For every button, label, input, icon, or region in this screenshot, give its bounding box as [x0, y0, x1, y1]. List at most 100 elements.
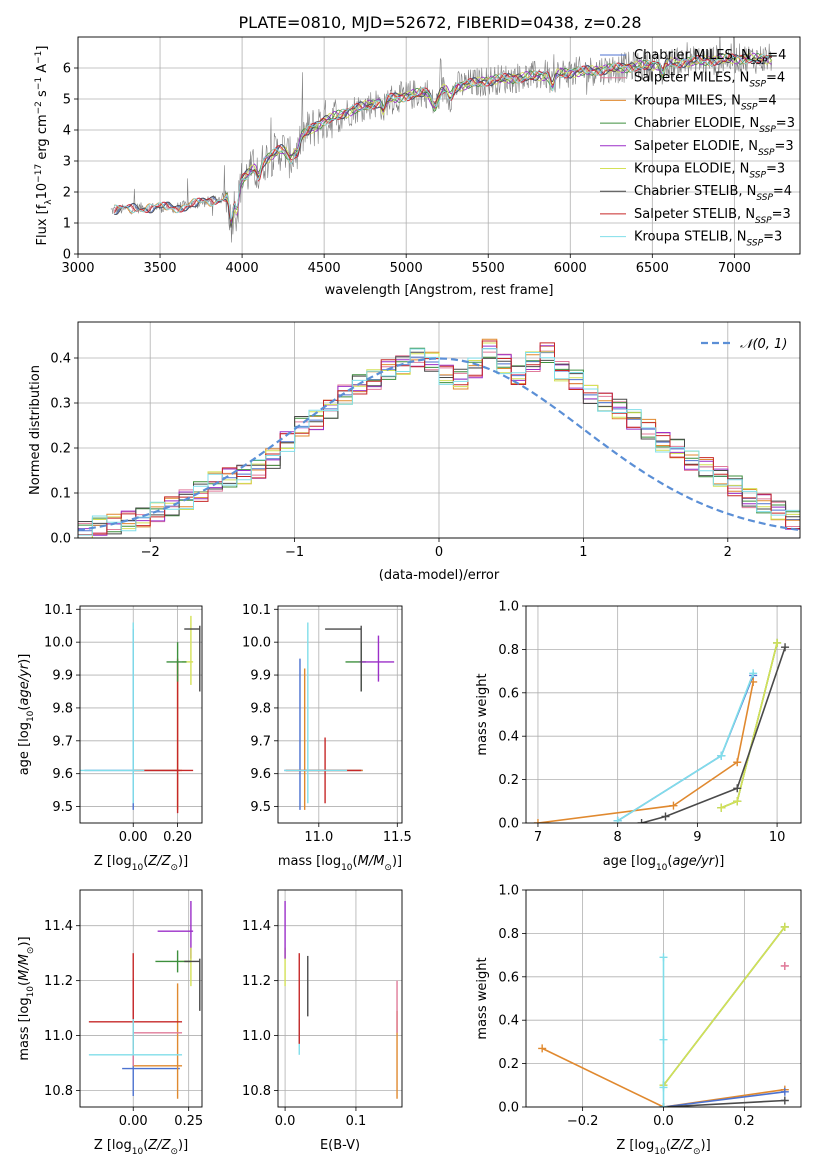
ticks: 3000 3500 4000 4500 5000 5500 6000 6500 7000 0 1 2 3… [61, 62, 750, 277]
series-line [662, 926, 786, 1086]
grid [80, 890, 202, 1107]
normal-curve [78, 357, 800, 532]
panel-spectrum: 3000 3500 4000 4500 5000 5500 6000 6500 7000 0 1 2 3… [34, 36, 801, 298]
label-part: =3 [776, 116, 795, 131]
y-tick-label: 11.2 [242, 974, 271, 989]
label-part: ] [35, 46, 50, 51]
label-part: ⊙ [26, 947, 36, 955]
series-line [617, 675, 754, 822]
label-part: A [35, 64, 50, 77]
x-tick-label: 1 [579, 545, 587, 560]
series-marker [733, 758, 742, 767]
series-marker [669, 801, 678, 810]
y-tick-label: 9.7 [250, 734, 271, 749]
x-tick-label: 0.00 [119, 1114, 148, 1129]
legend-entry: Kroupa ELODIE, NSSP=3 [634, 162, 785, 181]
x-axis-label: Z [log10(Z/Z⊙)] [94, 854, 188, 873]
series-marker [659, 1103, 668, 1107]
series-marker [717, 751, 726, 760]
label-part: Kroupa STELIB, N [634, 230, 747, 245]
y-tick-label: 9.7 [52, 734, 73, 749]
x-tick-label: 11.5 [383, 830, 412, 845]
label-part: E(B-V) [320, 1138, 360, 1153]
label-part: M/M [358, 854, 385, 869]
label-part: SSP [741, 102, 758, 112]
label-part: ⊙ [170, 863, 178, 873]
label-part: Chabrier MILES, N [634, 48, 751, 63]
label-part: ( [667, 854, 672, 869]
axes-frame [77, 321, 801, 539]
label-part: =3 [774, 139, 793, 154]
panel-age_vs_mass: 11.0 11.5 9.5 9.6 9.7 9.8 9.9 10.0 10.1 mass [log… [242, 603, 412, 873]
label-part: )] [392, 854, 402, 869]
label-part: M/M [17, 954, 32, 981]
series-marker [733, 797, 742, 806]
grid [80, 606, 202, 823]
series-marker [780, 1087, 789, 1096]
ticks: 0.0 0.1 10.8 11.0 11.2 11.4 [242, 919, 366, 1129]
y-tick-label: 0.1 [50, 487, 71, 502]
x-tick-label: 9 [693, 830, 701, 845]
plot-area [284, 900, 398, 1099]
ticks: −0.2 0.0 0.2 0.0 0.2 0.4 0.6 0.8 1.0 [498, 884, 754, 1130]
label-part: SSP [749, 80, 766, 90]
label-part: )] [17, 936, 32, 946]
axes-frame [277, 605, 403, 824]
label-part: ⊙ [170, 1147, 178, 1157]
y-tick-label: 11.0 [242, 1029, 271, 1044]
label-part: SSP [758, 148, 775, 158]
y-tick-label: 0.4 [498, 730, 519, 745]
label-part: Flux [f [35, 204, 50, 245]
label-part: 10 [26, 710, 36, 722]
label-part: Kroupa MILES, N [634, 93, 741, 108]
legend-entry: Chabrier STELIB, NSSP=4 [634, 184, 792, 203]
ticks: 11.0 11.5 9.5 9.6 9.7 9.8 9.9 10.0 10.1 [242, 603, 412, 845]
x-axis-label: age [log10(age/yr)] [603, 854, 725, 873]
y-tick-label: 9.9 [250, 669, 271, 684]
label-part: −1 [34, 51, 44, 64]
plot-area [88, 900, 201, 1099]
model-line [113, 53, 772, 222]
plot-area [533, 638, 790, 823]
label-part: Salpeter ELODIE, N [634, 139, 758, 154]
histogram-step [78, 348, 800, 538]
x-tick-label: 8 [614, 830, 622, 845]
y-tick-label: 0.4 [50, 352, 71, 367]
y-axis-label: mass weight [475, 673, 490, 755]
x-axis-label: wavelength [Angstrom, rest frame] [325, 283, 554, 298]
x-axis-label: E(B-V) [320, 1138, 360, 1153]
axes-frame [79, 605, 203, 824]
x-tick-label: 3000 [61, 261, 94, 276]
legend-entry: Salpeter MILES, NSSP=4 [634, 71, 785, 90]
legend-entry: Kroupa MILES, NSSP=4 [634, 93, 777, 112]
y-tick-label: 0.8 [498, 927, 519, 942]
x-tick-label: 0 [435, 545, 443, 560]
label-part: Chabrier STELIB, N [634, 184, 756, 199]
x-tick-label: −1 [285, 545, 304, 560]
label-part: age/yr [17, 662, 32, 705]
label-part: SSP [751, 57, 768, 67]
series-marker [613, 816, 622, 823]
x-axis-label: Z [log10(Z/Z⊙)] [616, 1138, 710, 1157]
label-part: =3 [772, 207, 791, 222]
series-line [617, 673, 754, 822]
y-axis-label: mass [log10(M/M⊙)] [17, 936, 36, 1060]
x-tick-label: 7000 [718, 261, 751, 276]
label-part: ( [143, 1138, 148, 1153]
label-part: age [log [17, 722, 32, 775]
y-axis-label: mass weight [475, 957, 490, 1039]
plot-area [78, 338, 800, 538]
plot-area [284, 622, 395, 810]
label-part: Kroupa ELODIE, N [634, 162, 749, 177]
ticks: 0.00 0.25 10.8 11.0 11.2 11.4 [44, 919, 203, 1129]
figure-title: PLATE=0810, MJD=52672, FIBERID=0438, z=0… [238, 13, 641, 32]
y-axis-label: age [log10(age/yr)] [17, 654, 36, 776]
label-part: −2 [34, 101, 44, 114]
label-part: Z/Z [670, 1138, 694, 1153]
model-line [225, 52, 773, 229]
series-marker [780, 1096, 789, 1105]
series-line [641, 646, 786, 823]
ticks: 0.00 0.20 9.5 9.6 9.7 9.8 9.9 10.0 10.1 [44, 603, 192, 845]
